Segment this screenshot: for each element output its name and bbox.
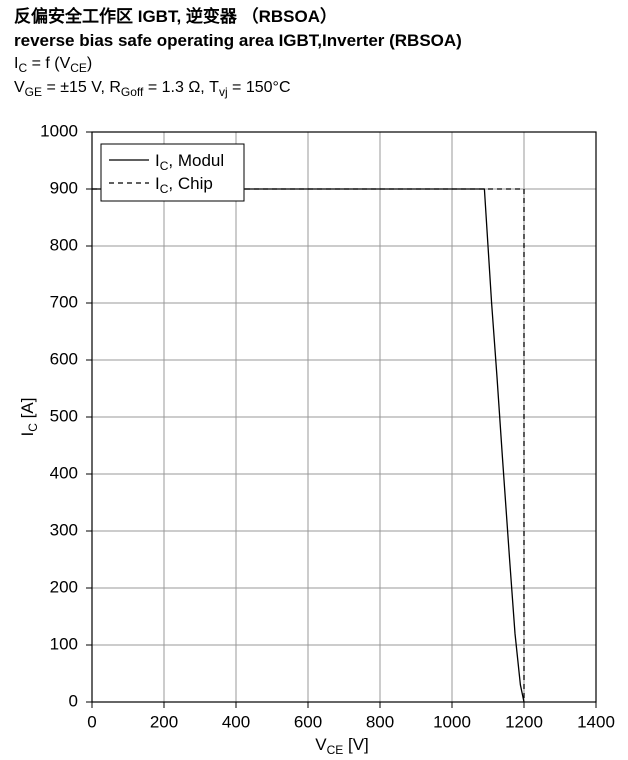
text-part: [A] xyxy=(18,398,37,424)
plot-frame xyxy=(91,131,597,703)
series-line xyxy=(92,188,525,703)
legend-label: IC, Modul xyxy=(155,151,224,173)
text-part: I xyxy=(155,174,160,193)
text-part: , Chip xyxy=(168,174,212,193)
y-tick-label: 900 xyxy=(50,178,78,197)
subscript: Goff xyxy=(121,85,144,99)
y-tick-label: 600 xyxy=(50,349,78,368)
text-part: = 150°C xyxy=(228,79,291,96)
x-tick-label: 200 xyxy=(150,712,178,731)
subscript: C xyxy=(160,159,169,173)
y-tick-label: 400 xyxy=(50,463,78,482)
text-part: [V] xyxy=(343,735,369,754)
text-part: I xyxy=(18,432,37,437)
y-tick-label: 500 xyxy=(50,406,78,425)
subscript: vj xyxy=(219,85,228,99)
text-part: I xyxy=(155,151,160,170)
text-part: = f (V xyxy=(27,55,70,72)
chart-subtitle: reverse bias safe operating area IGBT,In… xyxy=(14,31,462,50)
subscript: CE xyxy=(70,61,87,75)
text-part: = ±15 V, R xyxy=(42,79,121,96)
x-tick-label: 400 xyxy=(222,712,250,731)
chart-title: 反偏安全工作区 IGBT, 逆变器 （RBSOA） xyxy=(14,6,337,26)
subscript: GE xyxy=(25,85,42,99)
y-tick-label: 300 xyxy=(50,520,78,539)
text-part: V xyxy=(14,79,25,96)
y-tick-label: 800 xyxy=(50,235,78,254)
text-part: ) xyxy=(87,55,92,72)
legend-label: IC, Chip xyxy=(155,174,213,196)
legend-box xyxy=(100,143,245,202)
y-tick-label: 200 xyxy=(50,577,78,596)
x-tick-label: 600 xyxy=(294,712,322,731)
function-label: IC = f (VCE) xyxy=(14,55,92,75)
x-tick-label: 0 xyxy=(87,712,96,731)
text-part: I xyxy=(14,55,18,72)
text-part: V xyxy=(315,735,327,754)
x-axis-label: VCE [V] xyxy=(315,735,369,755)
x-tick-label: 1400 xyxy=(577,712,615,731)
y-tick-label: 1000 xyxy=(40,121,78,140)
x-tick-label: 1200 xyxy=(505,712,543,731)
subscript: C xyxy=(160,182,169,196)
x-tick-label: 800 xyxy=(366,712,394,731)
subscript: C xyxy=(18,61,27,75)
text-part: = 1.3 Ω, T xyxy=(143,79,219,96)
y-axis-label: IC [A] xyxy=(18,398,40,437)
subscript: C xyxy=(26,423,40,432)
y-tick-label: 0 xyxy=(69,691,78,710)
text-part: , Modul xyxy=(168,151,224,170)
y-tick-label: 700 xyxy=(50,292,78,311)
x-tick-label: 1000 xyxy=(433,712,471,731)
conditions: VGE = ±15 V, RGoff = 1.3 Ω, Tvj = 150°C xyxy=(14,79,291,99)
y-tick-label: 100 xyxy=(50,634,78,653)
subscript: CE xyxy=(327,743,344,755)
